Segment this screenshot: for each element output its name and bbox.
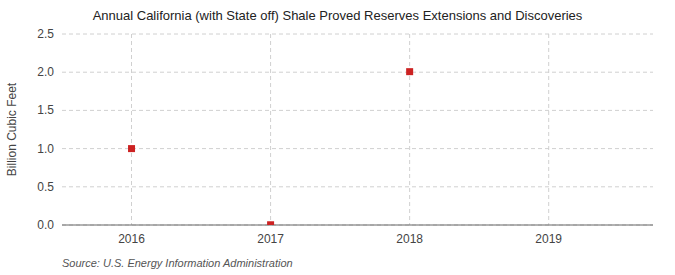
y-grid-line: [62, 186, 653, 187]
x-grid-line: [548, 34, 549, 225]
grid: [62, 34, 653, 225]
x-grid-line: [131, 34, 132, 225]
x-grid-line: [409, 34, 410, 225]
y-tick-label: 1.0: [37, 142, 54, 156]
y-grid-line: [62, 148, 653, 149]
y-grid-line: [62, 72, 653, 73]
data-points: [128, 68, 413, 225]
y-tick-label: 0.0: [37, 218, 54, 232]
x-axis-line: [62, 225, 653, 226]
y-axis-label: Billion Cubic Feet: [5, 82, 19, 176]
y-grid-line: [62, 110, 653, 111]
y-tick-label: 2.0: [37, 65, 54, 79]
y-tick-label: 1.5: [37, 103, 54, 117]
point: [406, 68, 413, 75]
x-tick-label: 2018: [396, 232, 423, 246]
source-note: Source: U.S. Energy Information Administ…: [62, 257, 293, 269]
title: Annual California (with State off) Shale…: [93, 8, 583, 23]
chart-container: Annual California (with State off) Shale…: [0, 0, 675, 275]
x-grid-line: [270, 34, 271, 225]
y-tick-label: 0.5: [37, 180, 54, 194]
x-tick-label: 2017: [257, 232, 284, 246]
y-grid-line: [62, 34, 653, 35]
chart-svg: Annual California (with State off) Shale…: [0, 0, 675, 275]
x-tick-label: 2016: [118, 232, 145, 246]
point: [128, 145, 135, 152]
x-tick-label: 2019: [535, 232, 562, 246]
point: [267, 221, 274, 225]
y-tick-label: 2.5: [37, 27, 54, 41]
y-grid-line: [62, 225, 653, 226]
axes: 0.0 0.5 1.0 1.5 2.0 2.5 2016 2017 2018 2019: [37, 27, 653, 246]
